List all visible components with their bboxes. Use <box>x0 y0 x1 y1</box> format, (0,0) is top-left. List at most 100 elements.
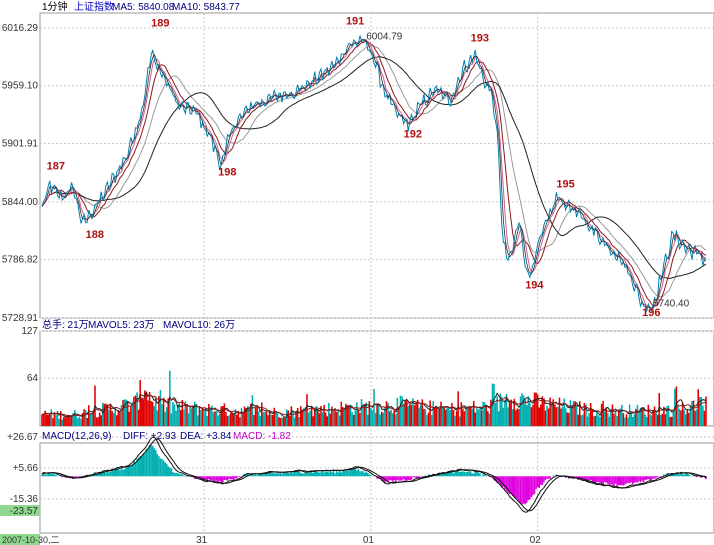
macd-bar <box>232 476 235 480</box>
volume-bar <box>694 410 696 426</box>
volume-bar <box>569 400 572 426</box>
volume-bar <box>285 409 288 426</box>
volume-bar <box>84 409 87 426</box>
macd-bar <box>292 472 294 477</box>
volume-bar <box>399 395 402 426</box>
volume-bar <box>592 416 595 426</box>
macd-bar <box>106 470 109 477</box>
macd-bar <box>536 476 539 488</box>
volume-bar <box>415 402 417 426</box>
extreme-value-label: 6004.79 <box>366 32 403 43</box>
volume-bar <box>424 409 427 426</box>
volume-bar <box>591 409 593 426</box>
price-tick-label: 5901.91 <box>2 138 39 149</box>
volume-bar <box>136 392 138 426</box>
volume-bar <box>658 393 661 426</box>
volume-bar <box>370 407 372 426</box>
macd-bar <box>388 476 391 481</box>
macd-bar <box>628 476 631 484</box>
macd-bar <box>471 473 473 477</box>
volume-bar <box>137 409 140 426</box>
macd-bar <box>340 472 343 477</box>
volume-bar <box>64 417 67 426</box>
macd-bar <box>204 476 207 480</box>
volume-bar <box>477 409 480 426</box>
volume-bar <box>98 412 101 426</box>
macd-bar <box>178 473 180 477</box>
volume-bar <box>597 415 600 426</box>
volume-bar <box>83 409 85 426</box>
volume-bar <box>644 414 646 426</box>
volume-bar <box>516 408 519 426</box>
volume-bar <box>482 401 484 426</box>
volume-bar <box>469 406 472 426</box>
macd-bar <box>674 474 676 477</box>
macd-bar <box>42 472 45 477</box>
macd-bar <box>686 473 689 477</box>
volume-bar <box>368 401 371 426</box>
macd-bar <box>617 476 620 486</box>
volume-bar <box>430 415 433 426</box>
volume-bar <box>641 407 643 426</box>
macd-bar <box>257 473 260 477</box>
macd-bar <box>323 472 325 477</box>
macd-bar <box>638 476 640 482</box>
volume-bar <box>295 411 297 426</box>
volume-bar <box>53 412 56 426</box>
volume-bar <box>151 401 154 426</box>
volume-bar <box>198 407 201 426</box>
volume-bar <box>243 406 246 426</box>
macd-bar <box>472 473 475 477</box>
volume-bar <box>97 417 99 426</box>
macd-dea: DEA: +3.84 <box>180 431 232 442</box>
macd-bar <box>218 476 221 481</box>
macd-bar <box>597 476 600 482</box>
macd-bar <box>404 476 406 481</box>
macd-bar <box>158 456 160 477</box>
macd-bar <box>688 474 690 477</box>
macd-bar <box>631 476 634 485</box>
macd-bar <box>365 471 367 477</box>
macd-bar <box>206 476 208 482</box>
macd-bar <box>279 472 282 477</box>
macd-bar <box>482 474 484 477</box>
volume-bar <box>427 412 430 426</box>
volume-bar <box>575 405 578 426</box>
macd-bar <box>260 473 263 477</box>
x-tick-label: 31 <box>196 535 208 545</box>
macd-bar <box>264 472 266 477</box>
macd-bar <box>287 473 290 477</box>
volume-bar <box>145 393 148 426</box>
volume-bar <box>680 410 682 426</box>
macd-bar <box>211 476 213 481</box>
macd-bar <box>591 476 593 483</box>
volume-bar <box>521 393 523 426</box>
macd-bar <box>647 476 650 479</box>
volume-bar <box>119 411 121 426</box>
macd-bar <box>130 465 132 477</box>
macd-bar <box>368 474 371 477</box>
macd-bar <box>136 458 138 477</box>
macd-bar <box>515 476 517 499</box>
price-tick-label: 5844.00 <box>2 197 39 208</box>
volume-bar <box>363 404 366 426</box>
volume-bar <box>645 417 648 426</box>
macd-bar <box>310 472 313 477</box>
macd-bar <box>307 472 310 477</box>
macd-bar <box>603 476 606 483</box>
volume-bar <box>108 409 110 426</box>
volume-bar <box>75 416 78 426</box>
macd-bar <box>282 472 285 477</box>
volume-bar <box>405 400 408 426</box>
macd-bar <box>183 475 185 477</box>
macd-bar <box>285 472 288 477</box>
macd-bar <box>176 472 179 477</box>
volume-bar <box>42 414 45 426</box>
macd-bar <box>387 476 389 483</box>
macd-bar <box>78 476 81 477</box>
volume-bar <box>398 406 400 426</box>
volume-bar <box>472 400 475 426</box>
volume-bar <box>432 401 435 426</box>
price-tick-label: 5728.91 <box>2 313 39 324</box>
